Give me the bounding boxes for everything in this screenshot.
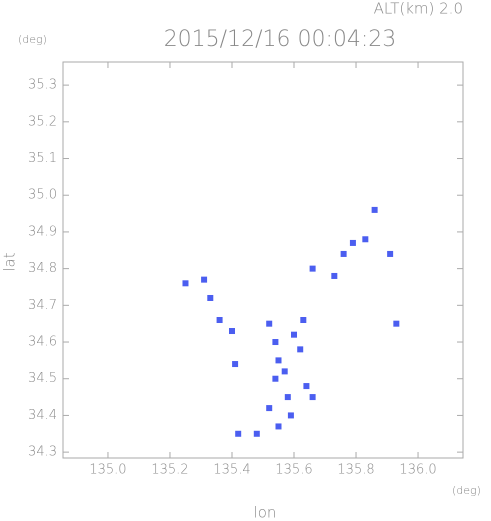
y-tick-label: 34.3 bbox=[28, 445, 57, 460]
x-tick-label: 136.0 bbox=[399, 463, 436, 478]
echo-point bbox=[349, 239, 356, 246]
plot-frame bbox=[62, 61, 464, 459]
echo-point bbox=[387, 250, 394, 257]
echo-point bbox=[253, 430, 260, 437]
y-tick-label: 35.1 bbox=[28, 151, 57, 166]
echo-point bbox=[371, 206, 378, 213]
y-tick-label: 34.7 bbox=[28, 298, 57, 313]
echo-point bbox=[272, 339, 279, 346]
echo-point bbox=[309, 265, 316, 272]
echo-point bbox=[297, 346, 304, 353]
x-tick-label: 135.6 bbox=[275, 463, 312, 478]
echo-point bbox=[216, 317, 223, 324]
echo-point bbox=[272, 375, 279, 382]
x-tick-label: 135.4 bbox=[213, 463, 250, 478]
y-unit: (deg) bbox=[18, 33, 47, 46]
x-axis-label: lon bbox=[254, 504, 277, 521]
echo-point bbox=[275, 423, 282, 430]
x-unit: (deg) bbox=[452, 484, 481, 497]
y-tick-label: 35.0 bbox=[28, 188, 57, 203]
echo-point bbox=[235, 430, 242, 437]
echo-point bbox=[340, 250, 347, 257]
y-tick-label: 34.9 bbox=[28, 224, 57, 239]
x-tick-label: 135.0 bbox=[89, 463, 126, 478]
y-axis-label: lat bbox=[1, 252, 19, 271]
echo-point bbox=[207, 294, 214, 301]
x-tick-label: 135.8 bbox=[337, 463, 374, 478]
y-tick-label: 35.3 bbox=[28, 78, 57, 93]
echo-point bbox=[331, 272, 338, 279]
echo-point bbox=[393, 320, 400, 327]
echo-point bbox=[232, 361, 239, 368]
echo-point bbox=[284, 394, 291, 401]
echo-point bbox=[266, 320, 273, 327]
echo-point bbox=[228, 328, 235, 335]
echo-point bbox=[182, 280, 189, 287]
y-tick-label: 34.4 bbox=[28, 408, 57, 423]
echo-point bbox=[300, 317, 307, 324]
echo-point bbox=[309, 394, 316, 401]
echo-point bbox=[287, 412, 294, 419]
chart-title: 2015/12/16 00:04:23 bbox=[164, 27, 397, 52]
echo-point bbox=[303, 383, 310, 390]
echo-point bbox=[281, 368, 288, 375]
altitude-label: ALT(km) 2.0 bbox=[374, 0, 463, 18]
y-tick-label: 34.8 bbox=[28, 261, 57, 276]
echo-point bbox=[266, 405, 273, 412]
echo-point bbox=[362, 236, 369, 243]
y-tick-label: 34.5 bbox=[28, 371, 57, 386]
y-tick-label: 34.6 bbox=[28, 335, 57, 350]
echo-point bbox=[275, 357, 282, 364]
echo-point bbox=[291, 331, 298, 338]
echo-point bbox=[201, 276, 208, 283]
y-tick-label: 35.2 bbox=[28, 114, 57, 129]
x-tick-label: 135.2 bbox=[151, 463, 188, 478]
